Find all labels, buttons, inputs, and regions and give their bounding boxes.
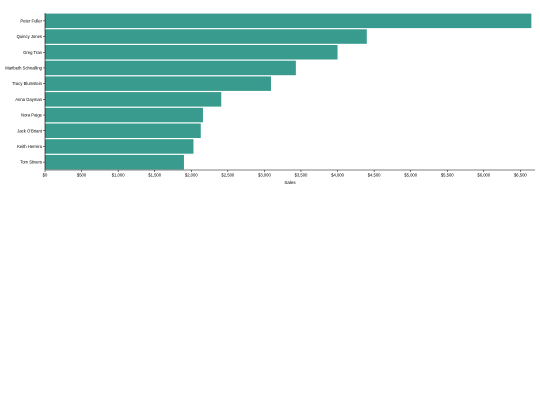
bar [45,107,203,123]
x-tick-label: $1,500 [148,173,161,178]
x-tick-label: $1,000 [112,173,125,178]
x-tick-label: $4,500 [368,173,381,178]
bar [45,76,271,91]
bar [45,139,194,154]
bar [45,123,201,138]
x-tick-label: $6,500 [514,173,527,178]
x-tick-label: $5,000 [404,173,417,178]
y-tick-label: Jack O'Briant [17,128,43,133]
y-axis: Peter Fuller Quincy Jones Greg Tran Maribet… [5,13,46,170]
x-tick-label: $5,500 [441,173,454,178]
x-tick-label: $2,000 [185,173,198,178]
x-tick-label: $3,500 [295,173,308,178]
y-tick-label: Keith Herrera [17,144,43,149]
x-tick-label: $6,000 [477,173,490,178]
y-tick-label: Quincy Jones [17,34,42,39]
x-tick-label: $500 [77,173,87,178]
bar [45,60,296,76]
bar [45,154,184,170]
bar [45,13,532,29]
y-tick-label: Tracy Blumstein [12,81,43,86]
bar [45,92,222,107]
x-axis: $0 $500 $1,000 $1,500 $2,000 $2,500 $3,000 $3,5… [43,169,535,178]
y-tick-label: Anna Gayman [15,97,42,102]
bar [45,45,338,60]
y-tick-label: Peter Fuller [20,18,42,23]
x-tick-label: $3,000 [258,173,271,178]
bars-group [45,13,532,170]
x-axis-title: Sales [284,180,296,185]
bar [45,29,367,44]
x-tick-label: $0 [43,173,48,178]
y-tick-label: Nora Paige [21,113,43,118]
y-tick-label: Tom Stivers [20,160,42,165]
x-tick-label: $4,000 [331,173,344,178]
y-tick-label: Greg Tran [23,50,43,55]
x-tick-label: $2,500 [221,173,234,178]
y-tick-label: Maribeth Schnalling [5,65,42,70]
